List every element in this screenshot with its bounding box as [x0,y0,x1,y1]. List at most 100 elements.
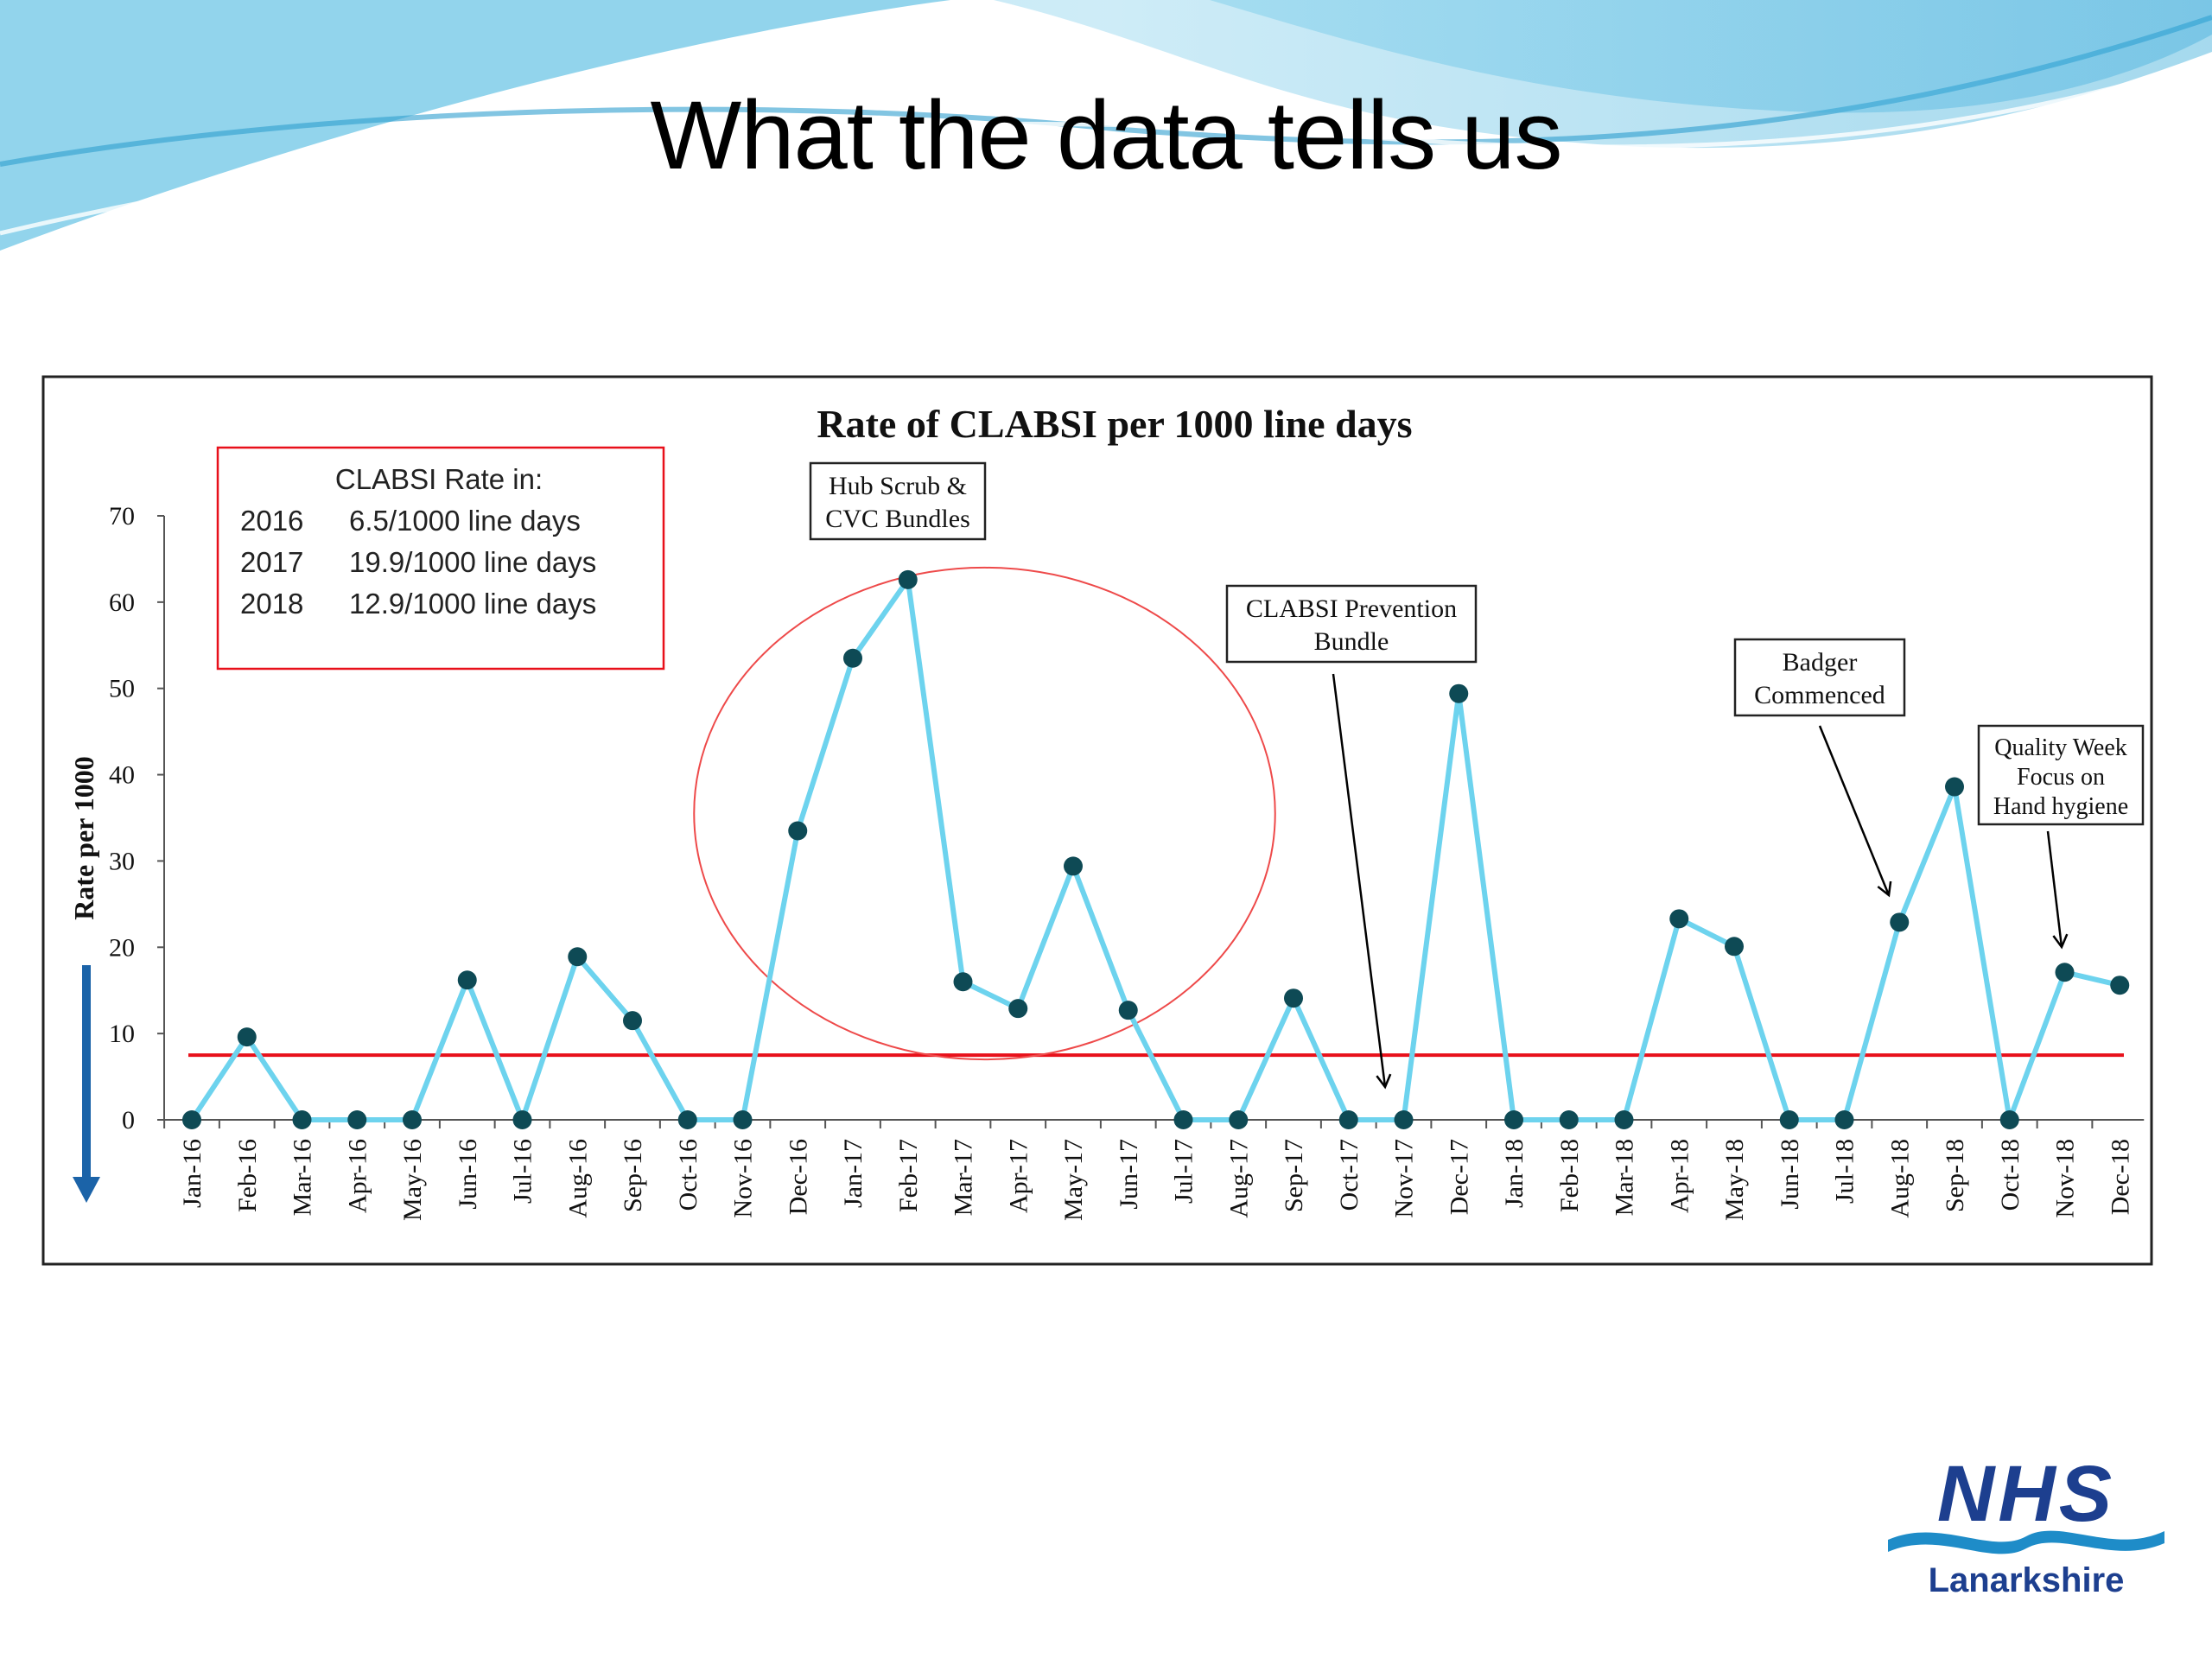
header-banner [0,0,2212,251]
annotation-clabsi-bundle: CLABSI Prevention Bundle [1225,584,1478,1090]
x-tick-label: Sep-16 [619,1139,647,1212]
info-value-2018: 12.9/1000 line days [349,588,596,620]
data-point [1008,999,1028,1019]
series [182,569,2130,1129]
nhs-lanarkshire-logo: NHS Lanarkshire [1879,1434,2173,1607]
annotation-hub-scrub: Hub Scrub & CVC Bundles [809,461,987,541]
data-point [237,1027,257,1047]
x-tick-labels: Jan-16 Feb-16 Mar-16 Apr-16 May-16 Jun-16 Jul-… [178,1139,2134,1221]
data-point [1284,988,1303,1008]
x-tick-label: May-18 [1720,1139,1749,1221]
x-tick-label: Dec-16 [784,1139,812,1215]
data-point [1338,1110,1358,1129]
data-point [1890,912,1910,932]
data-point [1449,683,1469,703]
data-point [1999,1110,2019,1129]
data-point [403,1110,422,1129]
data-point [1173,1110,1193,1129]
x-tick-label: Nov-16 [729,1139,758,1218]
x-tick-label: Oct-18 [1996,1139,2024,1211]
y-tick-label: 10 [109,1020,135,1048]
x-tick-label: May-16 [398,1139,427,1221]
info-box-heading: CLABSI Rate in: [335,463,543,495]
x-tick-label: Aug-18 [1885,1139,1914,1218]
data-point [953,972,973,992]
x-tick-label: Dec-17 [1445,1139,1473,1215]
x-tick-label: Jun-17 [1115,1139,1143,1210]
logo-nhs-text: NHS [1937,1450,2115,1538]
highlight-ellipse-shape [693,566,1276,1061]
data-point [1669,909,1689,929]
x-tick-label: Dec-18 [2106,1139,2134,1215]
data-point [457,970,477,990]
y-tick-label: 40 [109,761,135,790]
data-point [2110,976,2130,995]
logo-wave-icon [1888,1530,2164,1554]
x-tick-label: Mar-17 [950,1139,978,1216]
x-tick-label: Jun-16 [454,1139,482,1210]
data-point [1725,937,1744,957]
x-tick-label: Feb-17 [894,1139,923,1212]
y-tick-label: 50 [109,675,135,703]
x-tick-label: Feb-16 [233,1139,262,1212]
info-year-2017: 2017 [240,546,303,578]
x-tick-label: Jan-17 [839,1139,868,1208]
x-tick-label: Apr-16 [343,1139,372,1213]
data-point [1118,1001,1138,1020]
x-tick-label: Aug-16 [563,1139,592,1218]
x-tick-label: Oct-17 [1335,1139,1363,1211]
data-point [733,1110,753,1129]
y-tick-label: 70 [109,502,135,531]
data-point [568,947,588,967]
x-tick-label: Jul-16 [509,1139,537,1204]
y-axis-label: Rate per 1000 [68,756,99,920]
y-tick-label: 0 [122,1106,135,1135]
x-tick-label: Apr-18 [1665,1139,1694,1213]
annotation-quality-line1: Quality Week [1994,734,2127,761]
data-point [843,648,862,668]
chart-frame [41,375,2153,1266]
x-tick-label: Aug-17 [1224,1139,1253,1218]
data-point [1614,1110,1634,1129]
x-tick-label: Sep-18 [1941,1139,1969,1212]
data-point [1229,1110,1249,1129]
data-point [623,1011,642,1031]
annotation-badger-line2: Commenced [1754,681,1885,709]
data-point [2055,963,2075,982]
x-tick-label: Jan-16 [178,1139,207,1208]
x-tick-label: Sep-17 [1280,1139,1308,1212]
x-tick-label: May-17 [1059,1139,1088,1221]
data-point [1394,1110,1414,1129]
x-tick-label: Mar-16 [289,1139,317,1216]
info-value-2016: 6.5/1000 line days [349,505,581,537]
x-tick-label: Feb-18 [1555,1139,1584,1212]
slide-title: What the data tells us [650,81,1562,189]
highlight-ellipse [693,566,1276,1061]
data-point [1779,1110,1799,1129]
y-tick-label: 60 [109,588,135,617]
chart-title: Rate of CLABSI per 1000 line days [817,402,1412,446]
data-point [898,569,918,589]
x-tick-label: Jan-18 [1500,1139,1529,1208]
data-point [292,1110,312,1129]
x-tick-label: Oct-16 [674,1139,702,1211]
annotation-badger-line1: Badger [1783,648,1858,677]
annotation-clabsi-arrow [1332,673,1392,1090]
annotation-hub-scrub-line1: Hub Scrub & [829,472,967,500]
x-tick-label: Jul-17 [1170,1139,1198,1204]
data-point [1504,1110,1523,1129]
x-tick-label: Nov-18 [2051,1139,2080,1218]
annotation-quality-line3: Hand hygiene [1993,793,2128,820]
annotation-clabsi-line2: Bundle [1314,627,1389,656]
down-arrow-head-icon [73,1177,100,1203]
info-box: CLABSI Rate in: 2016 6.5/1000 line days … [216,446,665,671]
x-tick-label: Apr-17 [1004,1139,1033,1213]
data-point [788,821,808,841]
annotation-badger-arrow [1818,725,1892,898]
annotation-quality-line2: Focus on [2017,764,2105,791]
annotation-quality-week: Quality Week Focus on Hand hygiene [1977,724,2145,950]
x-tick-label: Jul-18 [1831,1139,1859,1204]
annotation-badger: Badger Commenced [1733,638,1906,898]
info-year-2016: 2016 [240,505,303,537]
